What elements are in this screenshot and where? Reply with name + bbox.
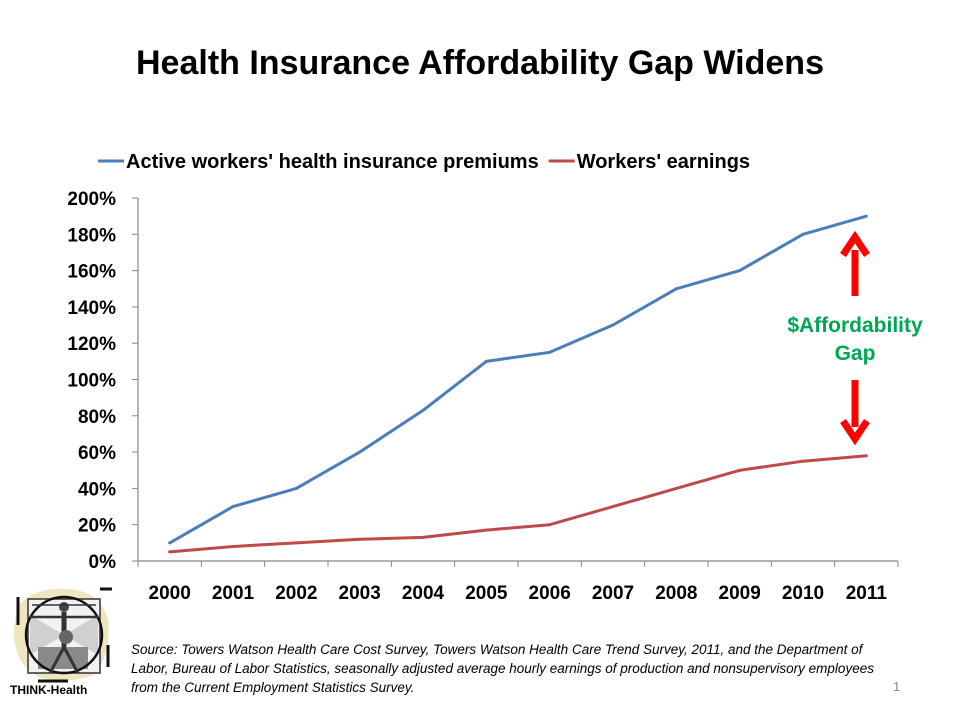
y-tick-label: 80% bbox=[78, 407, 116, 428]
data-point bbox=[864, 454, 868, 458]
x-tick-label: 2010 bbox=[782, 583, 824, 604]
affordability-gap-annotation: $Affordability Gap bbox=[787, 230, 923, 446]
logo-label: THINK-Health bbox=[10, 683, 88, 697]
series-line-1 bbox=[169, 454, 867, 554]
data-point bbox=[548, 523, 552, 527]
x-tick-label: 2009 bbox=[719, 583, 761, 604]
data-point bbox=[484, 359, 488, 363]
y-tick-label: 120% bbox=[67, 334, 116, 355]
x-tick-label: 2002 bbox=[275, 583, 317, 604]
data-point bbox=[864, 214, 868, 218]
x-tick-label: 2007 bbox=[592, 583, 634, 604]
x-tick-label: 2000 bbox=[149, 583, 191, 604]
data-point bbox=[231, 505, 235, 509]
data-point bbox=[484, 528, 488, 532]
data-point bbox=[548, 350, 552, 354]
y-tick-label: 40% bbox=[78, 479, 116, 500]
x-tick-label: 2005 bbox=[465, 583, 508, 604]
data-point bbox=[738, 269, 742, 273]
arrow-up-icon bbox=[840, 230, 870, 257]
data-point bbox=[294, 486, 298, 490]
x-tick-label: 2011 bbox=[846, 583, 888, 604]
y-tick-label: 160% bbox=[67, 262, 116, 283]
annotation-line1: $Affordability bbox=[787, 314, 923, 337]
y-tick-label: 0% bbox=[89, 552, 117, 573]
y-tick-label: 60% bbox=[78, 443, 116, 464]
data-point bbox=[674, 486, 678, 490]
data-point bbox=[611, 323, 615, 327]
series-line-0 bbox=[168, 214, 867, 545]
slide-title: Health Insurance Affordability Gap Widen… bbox=[136, 44, 824, 82]
arrow-down-icon bbox=[840, 419, 870, 446]
y-tick-label: 180% bbox=[67, 225, 116, 246]
data-point bbox=[801, 232, 805, 236]
annotation-line2: Gap bbox=[835, 342, 876, 365]
x-tick-label: 2001 bbox=[212, 583, 255, 604]
x-tick-label: 2008 bbox=[655, 583, 697, 604]
legend-label-1: Workers' earnings bbox=[577, 151, 750, 173]
chart-series bbox=[168, 214, 868, 554]
data-point bbox=[421, 408, 425, 412]
data-point bbox=[738, 468, 742, 472]
data-point bbox=[168, 541, 172, 545]
think-health-logo bbox=[8, 585, 113, 685]
data-point bbox=[801, 459, 805, 463]
legend-label-0: Active workers' health insurance premium… bbox=[126, 151, 539, 173]
y-tick-label: 20% bbox=[78, 516, 116, 537]
data-point bbox=[358, 450, 362, 454]
chart-axes: 0% 20% 40% 60% 80% 100% 120% 140% 160% 180% 200% 20… bbox=[67, 189, 899, 604]
x-tick-label: 2003 bbox=[339, 583, 381, 604]
data-point bbox=[168, 550, 172, 554]
source-citation: Source: Towers Watson Health Care Cost S… bbox=[131, 642, 874, 695]
data-point bbox=[294, 541, 298, 545]
data-point bbox=[421, 535, 425, 539]
vitruvian-man-icon bbox=[14, 587, 112, 683]
data-point bbox=[674, 287, 678, 291]
data-point bbox=[231, 544, 235, 548]
chart-legend: Active workers' health insurance premium… bbox=[98, 151, 750, 173]
data-point bbox=[358, 537, 362, 541]
x-tick-label: 2006 bbox=[529, 583, 571, 604]
y-tick-label: 200% bbox=[67, 189, 116, 210]
page-number: 1 bbox=[893, 679, 901, 694]
y-tick-label: 140% bbox=[67, 298, 116, 319]
data-point bbox=[611, 505, 615, 509]
x-tick-label: 2004 bbox=[402, 583, 445, 604]
y-tick-label: 100% bbox=[67, 371, 116, 392]
